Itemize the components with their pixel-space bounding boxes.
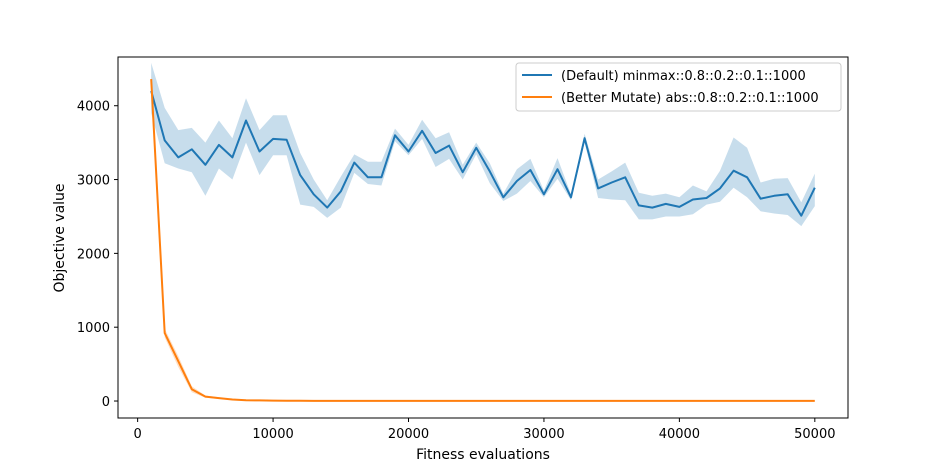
series-lines (150, 79, 816, 402)
legend-frame (515, 62, 842, 112)
confidence-bands (151, 62, 815, 401)
y-tick-label: 2000 (77, 247, 110, 262)
legend-label-default: (Default) minmax::0.8::0.2::0.1::1000 (561, 69, 806, 84)
y-tick-label: 4000 (77, 100, 110, 115)
band-series-0 (151, 62, 815, 227)
x-tick-label: 0 (133, 427, 141, 442)
y-tick-label: 3000 (77, 174, 110, 189)
x-tick-label: 40000 (659, 427, 700, 442)
x-tick-label: 50000 (794, 427, 835, 442)
y-axis-ticks: 0 1000 2000 3000 4000 (77, 100, 118, 410)
x-tick-label: 20000 (388, 427, 429, 442)
line-series-1 (150, 79, 815, 402)
x-tick-label: 30000 (523, 427, 564, 442)
y-tick-label: 0 (102, 395, 110, 410)
y-tick-label: 1000 (77, 321, 110, 336)
line-series-0 (150, 90, 816, 217)
x-axis-label: Fitness evaluations (416, 447, 550, 463)
legend: (Default) minmax::0.8::0.2::0.1::1000 (B… (515, 62, 842, 112)
plot-area-frame (117, 56, 849, 419)
legend-label-better-mutate: (Better Mutate) abs::0.8::0.2::0.1::1000 (561, 91, 819, 106)
x-tick-label: 10000 (252, 427, 293, 442)
x-axis-ticks: 0 10000 20000 30000 40000 50000 (133, 418, 835, 442)
y-axis-label: Objective value (52, 183, 68, 292)
